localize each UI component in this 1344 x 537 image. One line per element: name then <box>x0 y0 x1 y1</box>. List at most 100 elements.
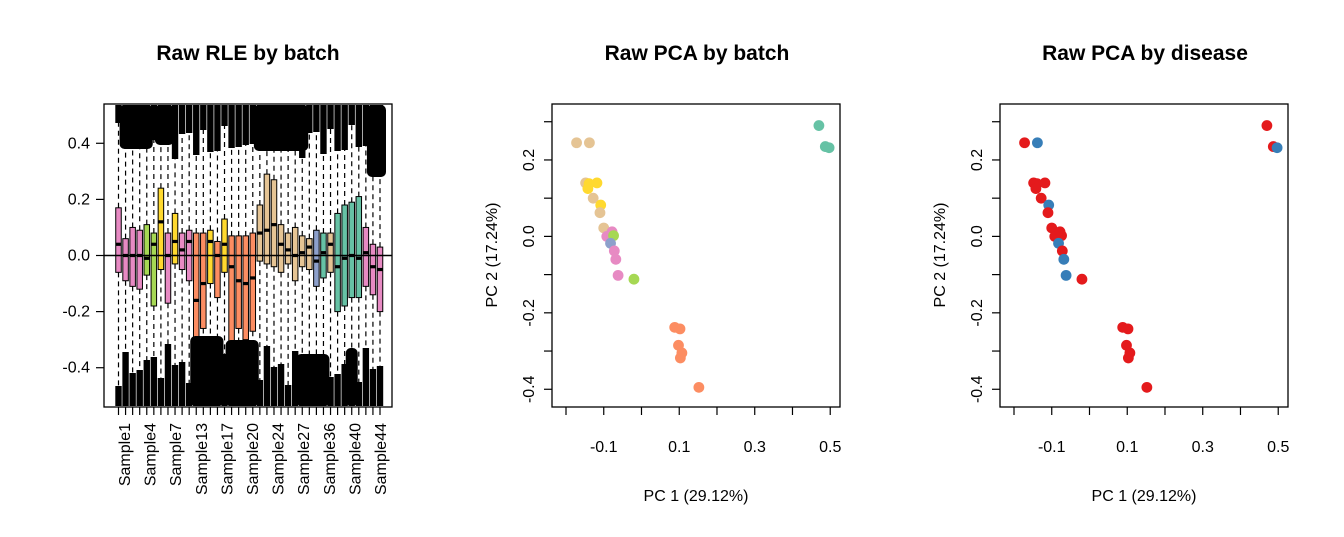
pcab-point <box>591 177 603 189</box>
rle-box-body <box>313 229 320 287</box>
rle-x-tick-label: Sample44 <box>373 423 390 495</box>
pcab-point <box>594 207 606 219</box>
rle-x-tick-label: Sample20 <box>245 423 262 495</box>
rle-outliers-bottom <box>164 344 172 406</box>
rle-box-body <box>228 235 235 352</box>
rle-outliers-top <box>249 105 256 144</box>
rle-box-31 <box>327 105 334 415</box>
pcab-point <box>612 269 624 281</box>
pca-batch-x-axis: -0.1 0.1 0.3 0.5 <box>565 407 841 456</box>
rle-outliers-bottom <box>185 383 193 406</box>
pca-disease-x-label: PC 1 (29.12%) <box>1092 488 1197 505</box>
pcad-point <box>1122 352 1134 364</box>
rle-outliers-top <box>320 105 327 154</box>
pca-batch-x-label: PC 1 (29.12%) <box>644 488 749 505</box>
rle-box-7 <box>157 105 165 415</box>
pcab-y-tick-label: -0.4 <box>521 375 538 403</box>
rle-outliers-bottom <box>341 364 348 406</box>
pcad-x-tick-label: 0.1 <box>1116 439 1138 456</box>
rle-outliers-top <box>221 105 228 126</box>
rle-box-23 <box>270 105 278 415</box>
rle-box-10 <box>178 105 186 415</box>
pcab-point <box>813 120 825 131</box>
pcab-point <box>587 192 599 204</box>
rle-outlier-cluster-bottom <box>225 340 259 406</box>
rle-outliers-top <box>313 105 320 132</box>
rle-outliers-top <box>185 105 193 133</box>
rle-outliers-bottom <box>355 382 362 406</box>
rle-box-body <box>369 243 377 296</box>
pca-batch-panel: Raw PCA by batch -0.1 0.1 0.3 0.5 -0.4 -0.2 0… <box>484 42 841 505</box>
pcad-point <box>1271 142 1283 154</box>
pca-batch-y-axis: -0.4 -0.2 0.0 0.2 <box>521 121 552 403</box>
pcad-point <box>1042 207 1054 219</box>
pcab-point <box>628 273 640 285</box>
pcab-point <box>610 253 622 265</box>
pcad-point <box>1076 273 1088 285</box>
pcab-point <box>693 381 705 393</box>
rle-x-tick-label: Sample27 <box>296 423 313 495</box>
pcab-point <box>584 137 595 149</box>
rle-outliers-bottom <box>263 346 271 406</box>
rle-box-body <box>242 235 249 341</box>
rle-box-body <box>355 196 363 299</box>
rle-box-24 <box>277 105 285 415</box>
rle-outliers-top <box>306 105 313 133</box>
pcab-y-tick-label: 0.2 <box>521 149 538 171</box>
rle-outliers-bottom <box>376 366 384 406</box>
rle-box-8 <box>164 105 172 415</box>
pca-disease-panel: Raw PCA by disease -0.1 0.1 0.3 0.5 -0.4-0.… <box>932 42 1289 505</box>
pcab-point <box>823 142 835 154</box>
rle-outliers-top <box>115 105 122 123</box>
pcab-x-tick-label: 0.5 <box>819 439 841 456</box>
rle-outliers-bottom <box>369 369 377 406</box>
pcad-x-tick-label: 0.3 <box>1192 439 1214 456</box>
rle-outliers-top <box>150 105 158 140</box>
rle-box-35 <box>355 105 363 415</box>
rle-outliers-bottom <box>115 386 122 406</box>
rle-y-tick-label: 0.4 <box>68 135 90 152</box>
rle-x-tick-label: Sample40 <box>347 423 364 495</box>
rle-outliers-top <box>235 105 242 147</box>
rle-outliers-bottom <box>270 367 278 406</box>
rle-box-25 <box>284 105 292 415</box>
pcad-point <box>1032 137 1043 149</box>
rle-outlier-cluster-top <box>119 105 153 149</box>
pcab-x-tick-label: 0.3 <box>744 439 766 456</box>
rle-outliers-top <box>171 105 179 159</box>
rle-outliers-top <box>242 105 249 145</box>
pcab-point <box>598 222 610 234</box>
rle-outlier-cluster-top <box>154 105 174 145</box>
rle-box-body <box>263 173 271 265</box>
rle-outliers-bottom <box>143 360 150 406</box>
rle-box-16 <box>221 105 228 415</box>
rle-box-body <box>327 232 334 273</box>
pcad-point <box>1046 222 1058 234</box>
pcad-x-tick-label: -0.1 <box>1038 439 1066 456</box>
pcad-y-tick-label: 0.2 <box>969 149 986 171</box>
pca-disease-points <box>1019 120 1283 393</box>
rle-outliers-bottom <box>129 373 136 406</box>
rle-x-tick-label: Sample36 <box>322 423 339 495</box>
rle-box-body <box>150 232 158 307</box>
rle-y-tick-label: 0.0 <box>68 248 90 265</box>
rle-outliers-bottom <box>284 385 292 406</box>
pca-disease-x-axis: -0.1 0.1 0.3 0.5 <box>1013 407 1289 456</box>
rle-outliers-bottom <box>256 380 264 406</box>
pca-batch-title: Raw PCA by batch <box>605 42 790 65</box>
rle-outliers-bottom <box>291 351 299 406</box>
rle-outlier-cluster-top <box>366 105 386 177</box>
rle-outliers-top <box>200 105 207 130</box>
pca-disease-y-axis: -0.4 -0.2 0.0 0.2 <box>969 121 1000 403</box>
rle-outlier-cluster-bottom <box>296 354 330 406</box>
rle-outliers-bottom <box>221 354 228 406</box>
rle-box-body <box>157 187 165 271</box>
pcab-point <box>674 352 686 364</box>
rle-outliers-bottom <box>277 364 285 406</box>
rle-box-5 <box>143 105 151 415</box>
rle-box-6 <box>150 105 158 415</box>
pca-disease-title: Raw PCA by disease <box>1042 42 1248 65</box>
rle-outliers-top <box>362 105 370 146</box>
rle-outliers-bottom <box>362 348 370 406</box>
rle-box-2 <box>122 105 129 415</box>
